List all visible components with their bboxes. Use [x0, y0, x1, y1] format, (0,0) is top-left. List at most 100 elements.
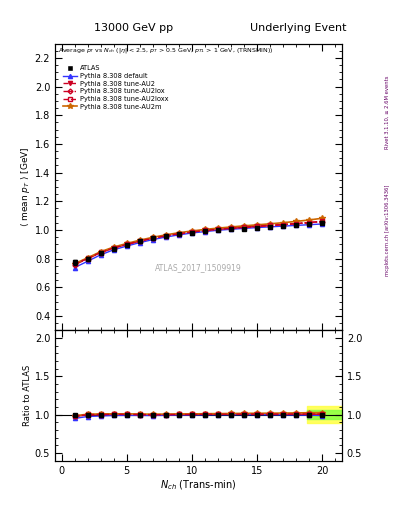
Pythia 8.308 tune-AU2loxx — [189, 229, 194, 235]
Text: mcplots.cern.ch [arXiv:1306.3436]: mcplots.cern.ch [arXiv:1306.3436] — [385, 185, 390, 276]
Pythia 8.308 tune-AU2m — [111, 244, 116, 250]
Pythia 8.308 tune-AU2loxx — [216, 226, 220, 232]
Pythia 8.308 tune-AU2m — [138, 237, 142, 243]
Pythia 8.308 tune-AU2loxx — [72, 261, 77, 267]
Pythia 8.308 tune-AU2 — [151, 235, 155, 241]
Pythia 8.308 default — [307, 222, 312, 228]
Pythia 8.308 default — [281, 223, 286, 229]
Pythia 8.308 tune-AU2m — [189, 228, 194, 234]
Pythia 8.308 default — [255, 224, 259, 230]
Pythia 8.308 tune-AU2lox — [294, 221, 299, 227]
Pythia 8.308 tune-AU2 — [72, 261, 77, 267]
Pythia 8.308 tune-AU2 — [176, 230, 181, 237]
Pythia 8.308 default — [72, 265, 77, 271]
Pythia 8.308 tune-AU2lox — [85, 256, 90, 262]
Pythia 8.308 tune-AU2 — [85, 255, 90, 261]
Pythia 8.308 tune-AU2loxx — [98, 249, 103, 255]
Pythia 8.308 tune-AU2 — [307, 220, 312, 226]
Pythia 8.308 tune-AU2m — [151, 234, 155, 240]
Text: Underlying Event: Underlying Event — [250, 23, 347, 33]
Pythia 8.308 tune-AU2loxx — [176, 230, 181, 237]
Pythia 8.308 tune-AU2m — [98, 249, 103, 255]
Pythia 8.308 default — [268, 224, 273, 230]
Pythia 8.308 tune-AU2m — [125, 241, 129, 247]
Pythia 8.308 tune-AU2 — [216, 226, 220, 232]
Pythia 8.308 tune-AU2lox — [229, 225, 233, 231]
Pythia 8.308 tune-AU2 — [163, 232, 168, 239]
Pythia 8.308 tune-AU2lox — [281, 222, 286, 228]
Pythia 8.308 tune-AU2lox — [176, 230, 181, 237]
Pythia 8.308 tune-AU2 — [294, 221, 299, 227]
Pythia 8.308 tune-AU2m — [72, 261, 77, 267]
Pythia 8.308 default — [163, 234, 168, 240]
Line: Pythia 8.308 tune-AU2loxx: Pythia 8.308 tune-AU2loxx — [72, 219, 325, 267]
Text: Rivet 3.1.10, ≥ 2.6M events: Rivet 3.1.10, ≥ 2.6M events — [385, 76, 390, 150]
Pythia 8.308 default — [229, 226, 233, 232]
Pythia 8.308 default — [85, 258, 90, 264]
Pythia 8.308 tune-AU2lox — [242, 224, 246, 230]
Pythia 8.308 tune-AU2 — [189, 229, 194, 235]
Pythia 8.308 tune-AU2 — [125, 241, 129, 247]
Y-axis label: Ratio to ATLAS: Ratio to ATLAS — [23, 365, 32, 426]
Pythia 8.308 tune-AU2lox — [98, 249, 103, 255]
Pythia 8.308 tune-AU2lox — [151, 235, 155, 241]
Line: Pythia 8.308 tune-AU2lox: Pythia 8.308 tune-AU2lox — [73, 220, 324, 266]
Pythia 8.308 tune-AU2loxx — [307, 220, 312, 226]
Pythia 8.308 tune-AU2lox — [72, 262, 77, 268]
Pythia 8.308 tune-AU2m — [203, 226, 208, 232]
Pythia 8.308 tune-AU2loxx — [163, 232, 168, 239]
Pythia 8.308 tune-AU2loxx — [320, 218, 325, 224]
Pythia 8.308 tune-AU2loxx — [242, 224, 246, 230]
Text: Average $p_T$ vs $N_{ch}$ ($|\eta|$ < 2.5, $p_T$ > 0.5 GeV, $p_{T1}$ > 1 GeV, (T: Average $p_T$ vs $N_{ch}$ ($|\eta|$ < 2.… — [58, 47, 273, 55]
Pythia 8.308 tune-AU2loxx — [85, 255, 90, 262]
Pythia 8.308 tune-AU2loxx — [281, 222, 286, 228]
Pythia 8.308 default — [125, 243, 129, 249]
Pythia 8.308 tune-AU2lox — [307, 220, 312, 226]
Pythia 8.308 default — [138, 240, 142, 246]
Pythia 8.308 default — [189, 230, 194, 236]
Line: Pythia 8.308 default: Pythia 8.308 default — [72, 222, 325, 270]
Pythia 8.308 tune-AU2 — [320, 218, 325, 224]
Pythia 8.308 tune-AU2m — [163, 232, 168, 238]
Pythia 8.308 tune-AU2loxx — [138, 238, 142, 244]
Pythia 8.308 tune-AU2lox — [138, 238, 142, 244]
Legend: ATLAS, Pythia 8.308 default, Pythia 8.308 tune-AU2, Pythia 8.308 tune-AU2lox, Py: ATLAS, Pythia 8.308 default, Pythia 8.30… — [61, 64, 170, 111]
Line: Pythia 8.308 tune-AU2m: Pythia 8.308 tune-AU2m — [72, 216, 325, 266]
Pythia 8.308 tune-AU2m — [294, 218, 299, 224]
Pythia 8.308 tune-AU2lox — [268, 223, 273, 229]
Pythia 8.308 tune-AU2lox — [189, 229, 194, 235]
Pythia 8.308 tune-AU2loxx — [268, 222, 273, 228]
Pythia 8.308 tune-AU2loxx — [203, 227, 208, 233]
Pythia 8.308 tune-AU2loxx — [151, 235, 155, 241]
Pythia 8.308 tune-AU2 — [242, 224, 246, 230]
Pythia 8.308 tune-AU2loxx — [111, 245, 116, 251]
Pythia 8.308 tune-AU2loxx — [255, 223, 259, 229]
Pythia 8.308 tune-AU2m — [216, 225, 220, 231]
Pythia 8.308 default — [111, 247, 116, 253]
Pythia 8.308 default — [98, 252, 103, 258]
Pythia 8.308 tune-AU2m — [176, 230, 181, 236]
Pythia 8.308 tune-AU2loxx — [229, 225, 233, 231]
Pythia 8.308 default — [203, 228, 208, 234]
Pythia 8.308 tune-AU2loxx — [294, 221, 299, 227]
Pythia 8.308 tune-AU2lox — [163, 232, 168, 239]
Pythia 8.308 tune-AU2m — [268, 221, 273, 227]
Pythia 8.308 tune-AU2 — [268, 222, 273, 228]
Pythia 8.308 tune-AU2lox — [320, 219, 325, 225]
Pythia 8.308 tune-AU2 — [111, 245, 116, 251]
Text: ATLAS_2017_I1509919: ATLAS_2017_I1509919 — [155, 263, 242, 272]
Pythia 8.308 default — [151, 237, 155, 243]
Pythia 8.308 tune-AU2lox — [255, 223, 259, 229]
Pythia 8.308 tune-AU2m — [85, 255, 90, 261]
Pythia 8.308 tune-AU2m — [255, 222, 259, 228]
Pythia 8.308 tune-AU2 — [229, 225, 233, 231]
X-axis label: $N_{ch}$ (Trans-min): $N_{ch}$ (Trans-min) — [160, 478, 237, 492]
Pythia 8.308 tune-AU2 — [203, 227, 208, 233]
Pythia 8.308 tune-AU2m — [320, 215, 325, 221]
Pythia 8.308 tune-AU2loxx — [125, 241, 129, 247]
Pythia 8.308 default — [176, 232, 181, 238]
Pythia 8.308 default — [242, 225, 246, 231]
Pythia 8.308 tune-AU2lox — [125, 241, 129, 247]
Pythia 8.308 default — [294, 222, 299, 228]
Pythia 8.308 tune-AU2 — [98, 249, 103, 255]
